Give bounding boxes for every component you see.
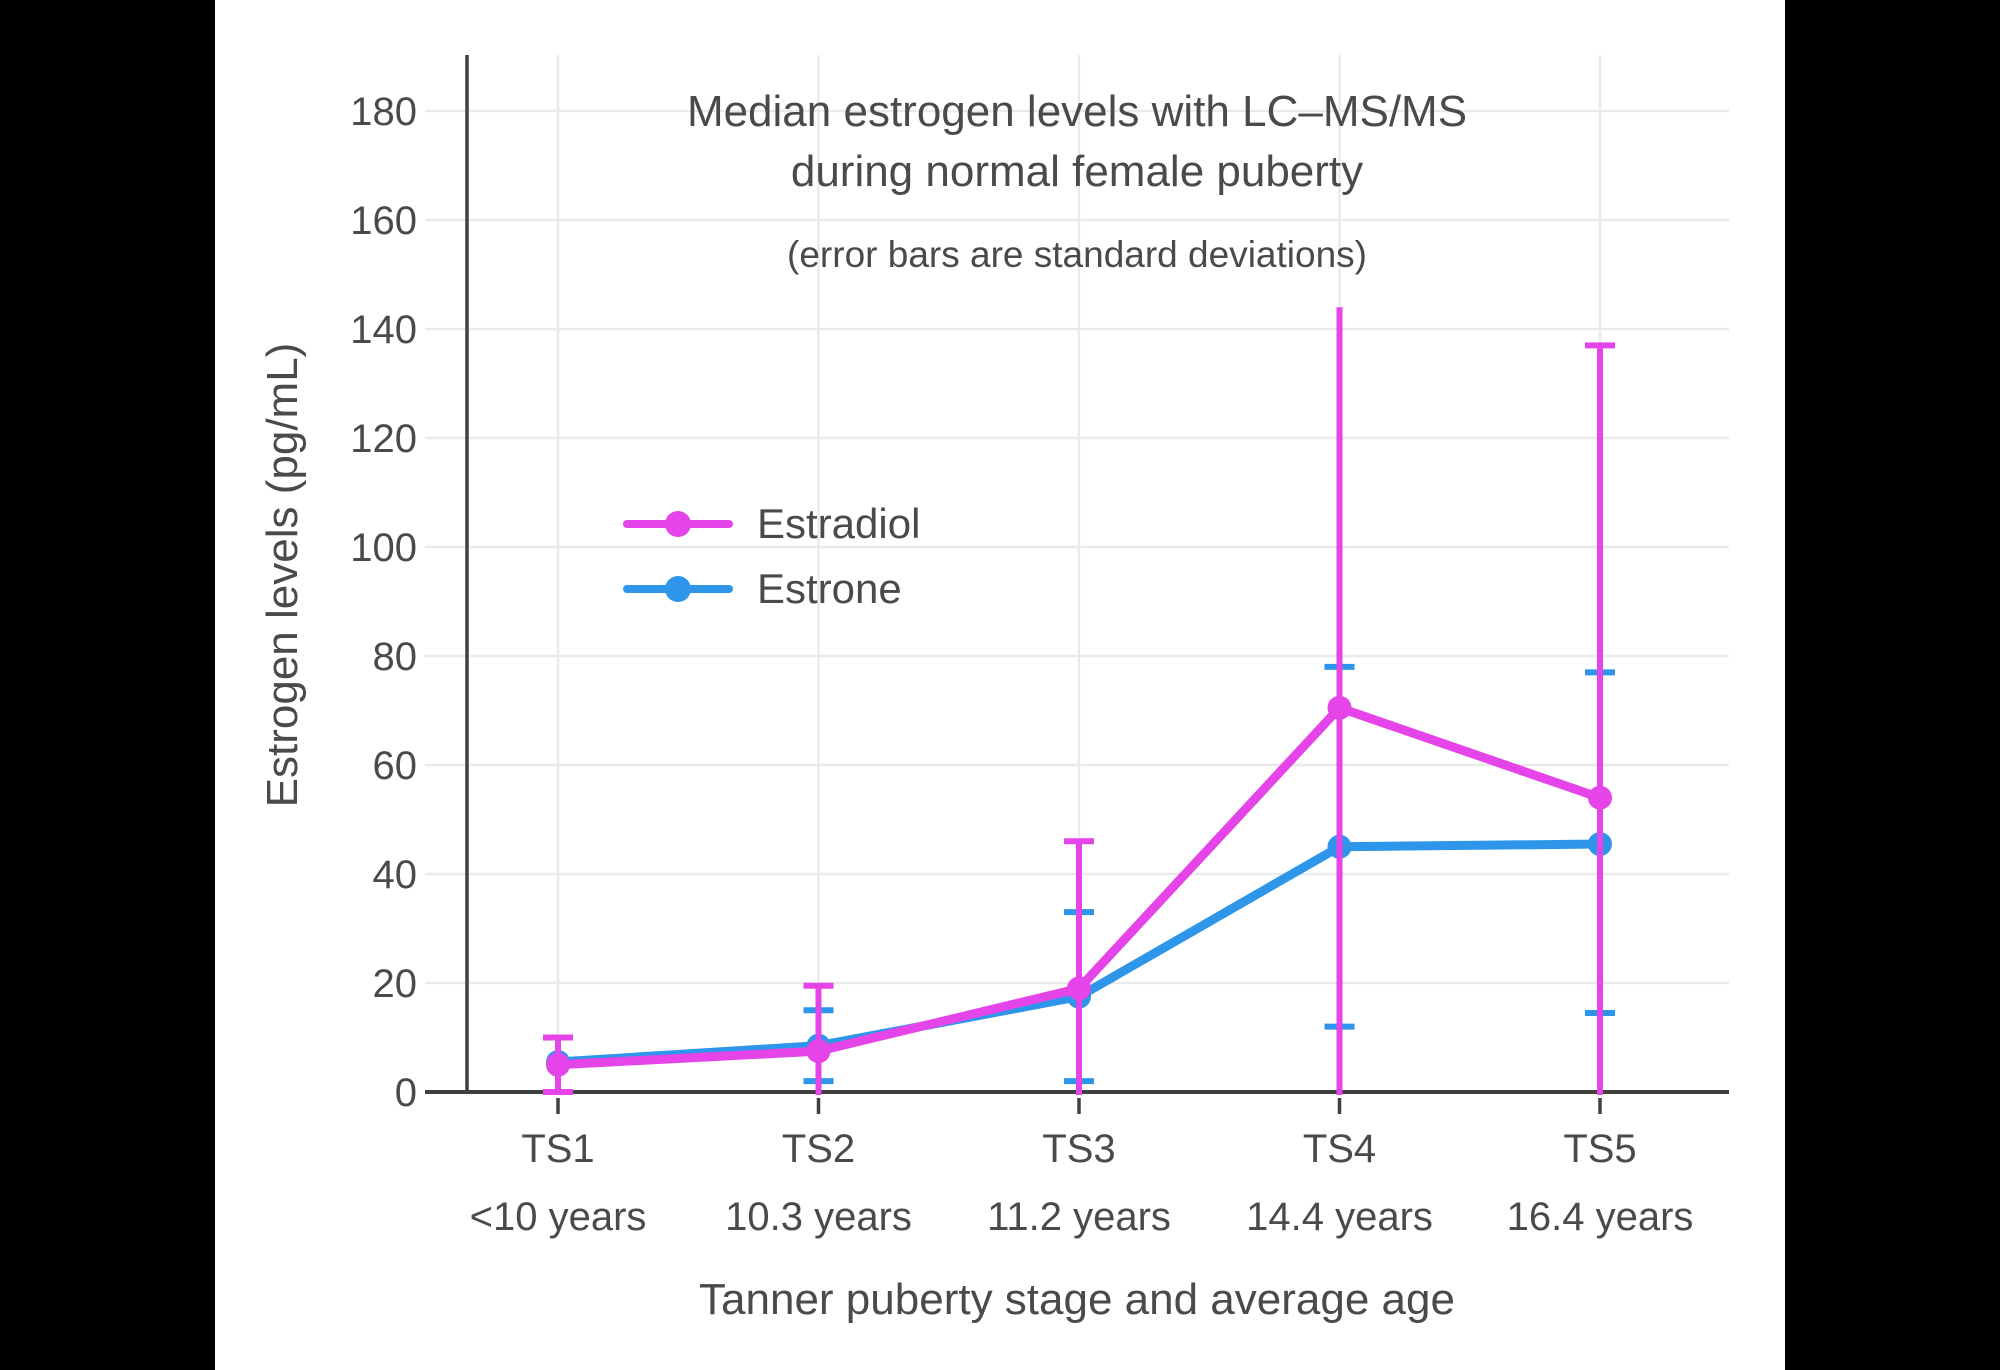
x-age-label-TS4: 14.4 years (1246, 1195, 1433, 1239)
legend-label-estrone: Estrone (757, 564, 902, 612)
chart-title: Median estrogen levels with LC–MS/MS dur… (425, 82, 1729, 202)
x-stage-label-TS1: TS1 (521, 1127, 594, 1171)
y-tick-label-60: 60 (373, 744, 418, 788)
estradiol-point-TS4 (1327, 695, 1352, 720)
chart-title-line2: during normal female puberty (790, 147, 1364, 196)
estrone-marker-dot (665, 575, 691, 602)
estradiol-point-TS2 (806, 1039, 831, 1064)
x-age-label-TS5: 16.4 years (1507, 1195, 1694, 1239)
y-tick-label-140: 140 (350, 308, 417, 352)
estradiol-point-TS1 (546, 1052, 570, 1077)
y-tick-label-0: 0 (395, 1071, 417, 1115)
estradiol-line-swatch (623, 510, 733, 537)
y-tick-label-100: 100 (350, 526, 417, 570)
x-age-label-TS3: 11.2 years (987, 1195, 1171, 1239)
x-stage-label-TS2: TS2 (782, 1127, 855, 1171)
figure-canvas: 0 20 40 60 80 100 120 140 160 180 TS1 <10 years TS2 1… (215, 0, 1785, 1370)
chart-plot: 0 20 40 60 80 100 120 140 160 180 TS1 <10 years TS2 1… (350, 55, 1729, 1239)
x-stage-label-TS3: TS3 (1042, 1127, 1115, 1171)
estrone-line-swatch (623, 575, 733, 602)
estradiol-point-TS5 (1588, 785, 1612, 810)
y-tick-label-180: 180 (350, 90, 417, 134)
chart-subtitle: (error bars are standard deviations) (787, 234, 1367, 275)
y-axis-title: Estrogen levels (pg/mL) (258, 342, 307, 808)
x-stage-label-TS5: TS5 (1563, 1127, 1636, 1171)
y-tick-label-160: 160 (350, 199, 417, 243)
legend-item-estrone[interactable]: Estrone (623, 556, 920, 621)
y-tick-label-80: 80 (373, 635, 418, 679)
y-tick-label-20: 20 (373, 962, 418, 1006)
estradiol-point-TS3 (1067, 976, 1091, 1001)
y-tick-label-40: 40 (373, 853, 418, 897)
x-age-label-TS2: 10.3 years (725, 1195, 912, 1239)
x-axis-title: Tanner puberty stage and average age (699, 1275, 1455, 1324)
y-tick-label-120: 120 (350, 417, 417, 461)
legend: Estradiol Estrone (623, 491, 920, 621)
chart-title-line1: Median estrogen levels with LC–MS/MS (686, 87, 1468, 136)
legend-item-estradiol[interactable]: Estradiol (623, 491, 920, 556)
x-stage-label-TS4: TS4 (1303, 1127, 1376, 1171)
x-age-label-TS1: <10 years (470, 1195, 647, 1239)
estradiol-marker-dot (665, 510, 691, 537)
legend-label-estradiol: Estradiol (757, 499, 921, 547)
